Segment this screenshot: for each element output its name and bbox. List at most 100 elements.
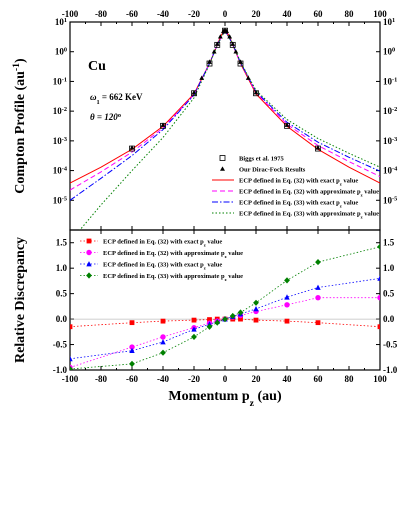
dirac-fock-data-point [129, 145, 135, 150]
discrepancy-point [129, 347, 135, 354]
dirac-fock-data-point [315, 145, 321, 150]
bottom-x-tick-label: 80 [345, 374, 355, 384]
top-x-tick-label: -40 [157, 9, 169, 19]
top-x-tick-label: -80 [95, 9, 107, 19]
bottom-y-tick-label-left: -0.5 [53, 340, 68, 350]
bottom-legend-marker [86, 261, 92, 267]
bottom-legend-label: ECP defined in Eq. (32) with exact pz va… [103, 238, 222, 247]
bottom-y-tick-label-right: 0.5 [383, 289, 395, 299]
discrepancy-point [315, 295, 321, 301]
discrepancy-point [315, 320, 321, 326]
discrepancy-point [207, 317, 212, 322]
top-y-tick-label-right: 10-5 [383, 195, 397, 206]
top-legend-label: ECP defined in Eq. (33) with approximate… [239, 210, 379, 219]
discrepancy-point [214, 319, 221, 326]
discrepancy-point [229, 312, 236, 320]
dirac-fock-data-point [233, 49, 239, 54]
discrepancy-point [238, 316, 243, 322]
discrepancy-point [284, 294, 290, 300]
angle-annotation: θ = 120o [90, 112, 121, 123]
top-y-tick-label-left: 10-5 [53, 195, 67, 206]
discrepancy-point [129, 360, 135, 367]
top-x-tick-label: -20 [188, 9, 200, 19]
discrepancy-point [253, 299, 259, 306]
top-series-line [70, 29, 380, 191]
bottom-y-tick-label-right: -1.0 [383, 365, 398, 375]
bottom-x-tick-label: -40 [157, 374, 169, 384]
bottom-x-tick-label: -20 [188, 374, 200, 384]
dirac-fock-data-point [211, 49, 217, 54]
top-series-line [79, 29, 380, 230]
discrepancy-point [160, 349, 166, 356]
bottom-x-tick-label: 100 [373, 374, 387, 384]
discrepancy-point [191, 333, 197, 341]
top-x-tick-label: 20 [252, 9, 262, 19]
top-x-tick-label: -100 [62, 9, 79, 19]
bottom-legend-label: ECP defined in Eq. (33) with approximate… [103, 273, 243, 282]
top-x-tick-label: 0 [223, 9, 228, 19]
bottom-x-tick-label: 0 [223, 374, 228, 384]
bottom-x-tick-label: -80 [95, 374, 107, 384]
dirac-fock-data-point [217, 34, 223, 39]
legend-marker [220, 166, 225, 171]
element-annotation: Cu [88, 59, 106, 74]
top-y-axis-title: Compton Profile (au-1) [11, 58, 29, 194]
top-legend-label: Biggs et al. 1975 [239, 155, 285, 162]
discrepancy-point [129, 320, 135, 326]
top-y-tick-label-right: 101 [383, 17, 395, 28]
top-legend-label: Our Dirac-Fock Results [239, 166, 306, 173]
top-series-group [70, 27, 380, 230]
bottom-y-tick-label-right: 1.5 [383, 238, 395, 248]
top-y-tick-label-left: 10-4 [53, 165, 68, 176]
discrepancy-point [284, 277, 290, 284]
discrepancy-point [253, 317, 259, 323]
discrepancy-point [160, 318, 166, 324]
discrepancy-point [70, 324, 73, 330]
top-y-tick-label-right: 10-1 [383, 76, 397, 87]
discrepancy-point [377, 243, 380, 250]
bottom-series-group [70, 243, 380, 370]
discrepancy-point [70, 355, 73, 362]
discrepancy-point [191, 317, 197, 323]
discrepancy-point [377, 324, 380, 330]
bottom-y-tick-label-left: 1.0 [56, 263, 68, 273]
discrepancy-point [237, 309, 244, 316]
top-legend-label: ECP defined in Eq. (32) with approximate… [239, 188, 379, 197]
discrepancy-point [191, 326, 197, 332]
bottom-legend-marker [86, 238, 92, 244]
bottom-y-tick-label-left: 0.5 [56, 289, 68, 299]
top-y-tick-label-right: 10-4 [383, 165, 398, 176]
top-y-tick-label-right: 10-2 [383, 106, 397, 117]
bottom-y-tick-label-right: -0.5 [383, 340, 398, 350]
discrepancy-point [377, 295, 380, 301]
dirac-fock-data-point [284, 122, 290, 127]
dirac-fock-data-point [253, 90, 259, 95]
bottom-x-tick-label: 60 [314, 374, 324, 384]
bottom-y-tick-label-left: 0.0 [56, 314, 68, 324]
dirac-fock-data-point [245, 75, 251, 80]
discrepancy-point [315, 284, 321, 290]
top-y-tick-label-left: 10-3 [53, 135, 67, 146]
bottom-y-axis-title: Relative Discrepancy [13, 237, 28, 363]
top-y-tick-label-left: 10-2 [53, 106, 67, 117]
bottom-legend-label: ECP defined in Eq. (33) with exact pz va… [103, 261, 222, 270]
discrepancy-point [70, 365, 73, 370]
bottom-legend-label: ECP defined in Eq. (32) with approximate… [103, 250, 243, 258]
top-x-tick-label: 40 [283, 9, 293, 19]
top-y-tick-label-right: 100 [383, 46, 395, 57]
top-y-tick-label-left: 100 [55, 46, 67, 57]
bottom-legend-marker [86, 272, 92, 279]
dirac-fock-data-point [230, 41, 236, 46]
dirac-fock-data-point [191, 90, 197, 95]
dirac-fock-data-point [160, 122, 166, 127]
discrepancy-point [253, 306, 259, 312]
top-x-tick-label: -60 [126, 9, 138, 19]
bottom-y-tick-label-left: -1.0 [53, 365, 68, 375]
dirac-fock-data-point [238, 59, 243, 64]
discrepancy-point [160, 339, 166, 345]
top-y-tick-label-left: 10-1 [53, 76, 67, 87]
dirac-fock-data-point [207, 59, 212, 64]
discrepancy-point [129, 344, 135, 350]
top-x-tick-label: 100 [373, 9, 387, 19]
